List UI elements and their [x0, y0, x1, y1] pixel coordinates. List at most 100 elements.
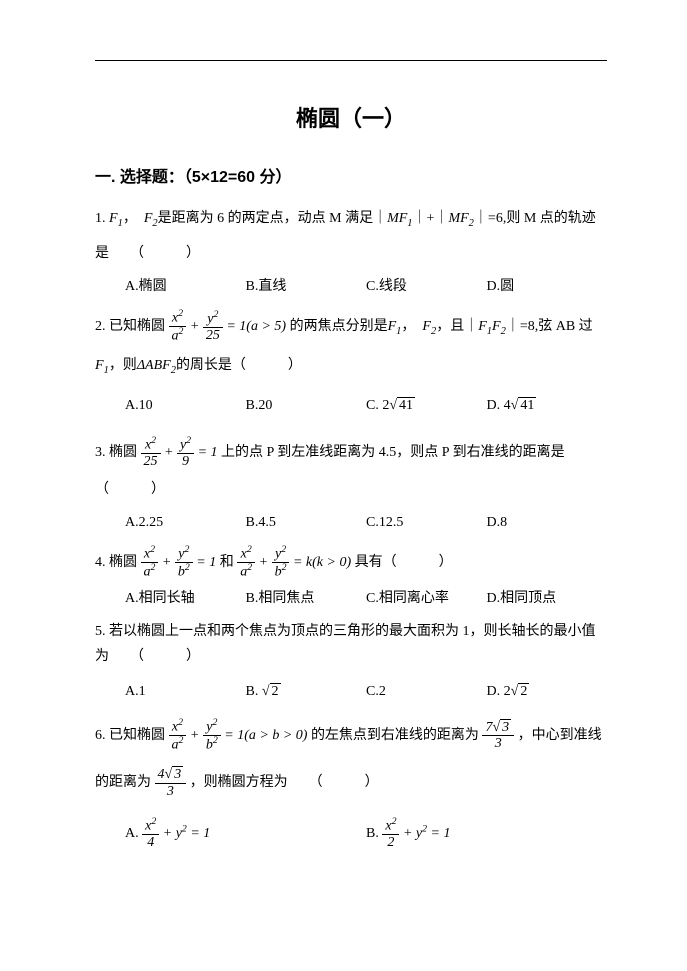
q2-optD: D. 441: [487, 393, 608, 418]
q5-optA: A.1: [125, 679, 246, 704]
q2-part-b: 的两焦点分别是: [290, 319, 388, 334]
q6-d1-d: 3: [482, 736, 514, 751]
q6-part-b: 的左焦点到右准线的距离为: [311, 728, 483, 743]
q3-part-a: 3. 椭圆: [95, 445, 141, 460]
q6-part-d: 的距离为: [95, 775, 155, 790]
q5-text: 5. 若以椭圆上一点和两个焦点为顶点的三角形的最大面积为 1，则长轴长的最小值: [95, 621, 607, 642]
q3-text2: （ ）: [95, 476, 607, 504]
q1-part-b: 是距离为 6 的两定点，动点 M 满足｜: [158, 211, 387, 226]
q4-optD: D.相同顶点: [487, 586, 608, 611]
q6-oA-rb: = 1: [187, 826, 210, 841]
q2-tri: ΔABF2: [137, 358, 176, 373]
q2-optA: A.10: [125, 393, 246, 418]
question-6: 6. 已知椭圆 x2a2 + y2b2 = 1(a > b > 0) 的左焦点到…: [95, 718, 607, 850]
q6-optB-rest: + y2 = 1: [403, 826, 451, 841]
q2-plus: +: [190, 319, 203, 334]
q2-F1F2: F1F2: [478, 319, 506, 334]
q1-part-d: ｜=6,则 M 点的轨迹: [474, 211, 596, 226]
q6-plus: +: [190, 728, 203, 743]
q3-options: A.2.25 B.4.5 C.12.5 D.8: [95, 510, 607, 535]
section-header: 一. 选择题：（5×12=60 分）: [95, 163, 607, 187]
q1-optC: C.线段: [366, 274, 487, 299]
q2-F2: F2: [422, 319, 436, 334]
q4-optB: B.相同焦点: [246, 586, 367, 611]
q6-oB-rb: = 1: [427, 826, 450, 841]
page-title: 椭圆（一）: [95, 101, 607, 133]
q1-options: A.椭圆 B.直线 C.线段 D.圆: [95, 274, 607, 299]
q4-options: A.相同长轴 B.相同焦点 C.相同离心率 D.相同顶点: [95, 586, 607, 611]
q1-F1: F1: [109, 211, 123, 226]
q3-optA: A.2.25: [125, 510, 246, 535]
q6-d2-sqrt: 3: [165, 767, 184, 782]
q2-tri-sym: ΔABF: [137, 358, 171, 373]
q5-optB: B. 2: [246, 679, 367, 704]
q1-text2: 是 （ ）: [95, 240, 607, 268]
q2-text: 2. 已知椭圆 x2a2 + y225 = 1(a > 5) 的两焦点分别是F1…: [95, 309, 607, 344]
q6-optB: B. x22 + y2 = 1: [366, 817, 607, 850]
q3-frac2: y29: [177, 436, 194, 469]
q2-optD-sqrt-c: 41: [518, 397, 536, 413]
q5-text2: 为 （ ）: [95, 646, 607, 667]
q5-options: A.1 B. 2 C.2 D. 22: [95, 679, 607, 704]
q6-optB-pre: B.: [366, 826, 382, 841]
q2-part-c: ，且｜: [436, 319, 478, 334]
q1-optA: A.椭圆: [125, 274, 246, 299]
q6-d2-d: 3: [155, 784, 187, 799]
q2-F1: F1: [388, 319, 402, 334]
q4-optC: C.相同离心率: [366, 586, 487, 611]
q2-options: A.10 B.20 C. 241 D. 441: [95, 393, 607, 418]
q1-part-a: 1.: [95, 211, 109, 226]
q4-frac3: x2a2: [237, 545, 255, 580]
question-2: 2. 已知椭圆 x2a2 + y225 = 1(a > 5) 的两焦点分别是F1…: [95, 309, 607, 418]
q6-oB-ra: + y: [403, 826, 422, 841]
q5-optC: C.2: [366, 679, 487, 704]
q6-part-c: ，中心到准线: [518, 728, 602, 743]
q4-part-c: 具有（ ）: [355, 554, 453, 569]
q6-oA-d: 4: [142, 835, 159, 850]
q6-options: A. x24 + y2 = 1 B. x22 + y2 = 1: [95, 817, 607, 850]
q6-part-e: ，则椭圆方程为 （ ）: [190, 775, 379, 790]
header-rule: [95, 60, 607, 61]
q1-F1-sym: F: [109, 211, 118, 226]
q6-oA-ra: + y: [163, 826, 182, 841]
q3-optB: B.4.5: [246, 510, 367, 535]
q6-text2: 的距离为 433 ，则椭圆方程为 （ ）: [95, 767, 607, 799]
q3-plus: +: [164, 445, 177, 460]
question-5: 5. 若以椭圆上一点和两个焦点为顶点的三角形的最大面积为 1，则长轴长的最小值 …: [95, 621, 607, 704]
q6-optA: A. x24 + y2 = 1: [125, 817, 366, 850]
q6-optA-frac: x24: [142, 817, 159, 850]
q4-rhs2: = k(k > 0): [293, 554, 351, 569]
q6-dist2: 433: [155, 767, 187, 799]
q4-part-b: 和: [220, 554, 238, 569]
q4-optA: A.相同长轴: [125, 586, 246, 611]
q2-optD-sqrt: 41: [511, 393, 537, 418]
q6-dist1: 733: [482, 720, 514, 752]
q6-d2-sc: 3: [172, 766, 183, 782]
q1-optD: D.圆: [487, 274, 608, 299]
q6-optA-rest: + y2 = 1: [163, 826, 211, 841]
q1-MF1: MF1: [387, 211, 412, 226]
q4-frac2: y2b2: [175, 545, 193, 580]
q6-optB-frac: x22: [382, 817, 399, 850]
question-4: 4. 椭圆 x2a2 + y2b2 = 1 和 x2a2 + y2b2 = k(…: [95, 545, 607, 611]
q6-f2-d: b: [206, 738, 213, 753]
q6-frac2: y2b2: [203, 718, 221, 753]
q4-text: 4. 椭圆 x2a2 + y2b2 = 1 和 x2a2 + y2b2 = k(…: [95, 545, 607, 580]
q6-rhs: = 1(a > b > 0): [224, 728, 307, 743]
q2-F1b-sym: F: [95, 358, 104, 373]
q1-MF2-sym: MF: [448, 211, 468, 226]
q3-frac1: x225: [141, 436, 161, 469]
q2-rhs: = 1(a > 5): [226, 319, 286, 334]
q3-text: 3. 椭圆 x225 + y29 = 1 上的点 P 到左准线距离为 4.5，则…: [95, 436, 607, 469]
q2-part-f: 的周长是（ ）: [176, 358, 302, 373]
q5-optD-pre: D. 2: [487, 684, 511, 699]
q1-MF2: MF2: [448, 211, 473, 226]
q1-MF1-sym: MF: [387, 211, 407, 226]
q4-frac1: x2a2: [141, 545, 159, 580]
q2-F2-sym: F: [422, 319, 431, 334]
q2-optC: C. 241: [366, 393, 487, 418]
q5-optD-sqrt: 2: [511, 679, 530, 704]
q5-optB-pre: B.: [246, 684, 262, 699]
q3-f1-d: 25: [141, 454, 161, 469]
q6-d2-np: 4: [158, 767, 165, 782]
